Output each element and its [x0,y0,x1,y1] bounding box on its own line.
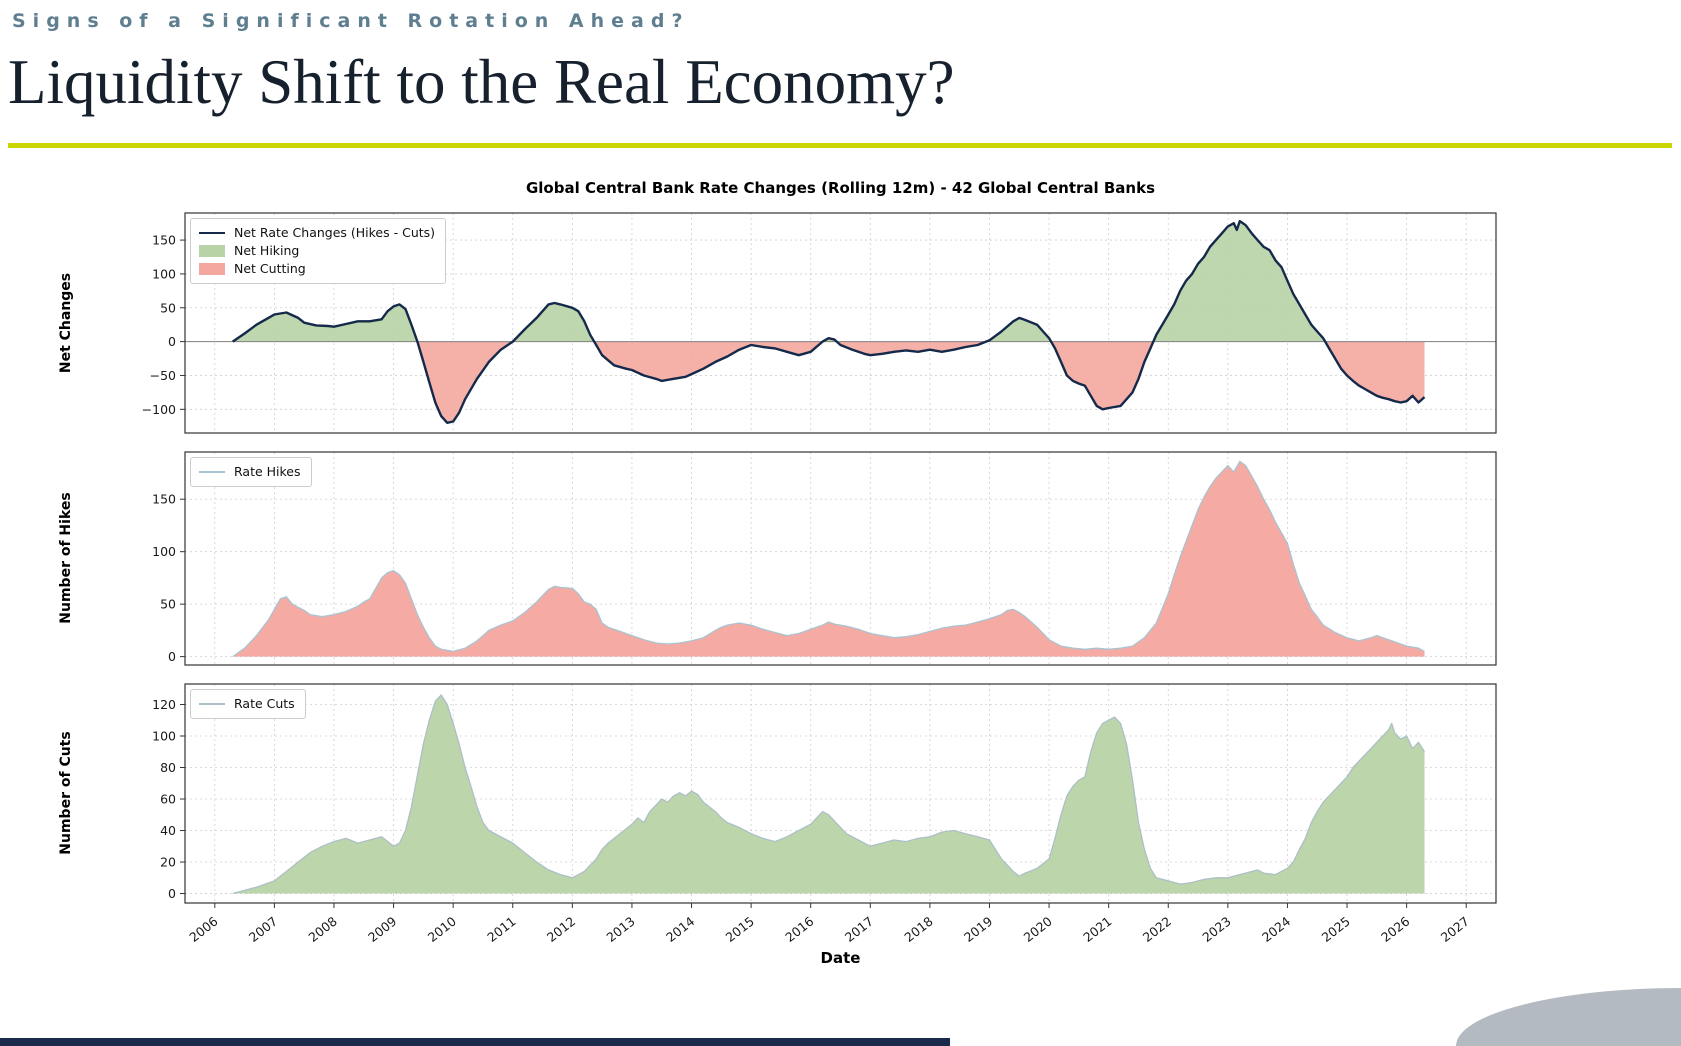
y-tick-label: 20 [160,855,176,870]
x-tick-label: 2008 [306,914,340,945]
legend-label: Net Rate Changes (Hikes - Cuts) [234,225,436,240]
y-tick-label: −50 [150,368,176,383]
footer-accent-bar [0,1038,950,1046]
panel-border [184,451,1497,666]
x-tick-label: 2012 [544,914,578,945]
legend-rate-hikes: Rate Hikes [190,457,312,487]
legend-patch-swatch [199,263,225,275]
x-tick-label: 2016 [782,914,816,945]
x-tick-label: 2017 [842,914,876,945]
x-tick-label: 2014 [663,914,697,945]
x-tick-label: 2019 [961,914,995,945]
rate-hikes-line [232,460,1425,658]
y-tick-label: 60 [160,792,176,807]
y-tick-label: 100 [152,266,176,281]
legend-label: Rate Cuts [234,696,295,711]
x-tick-label: 2011 [484,914,518,945]
x-tick-label: 2010 [425,914,459,945]
x-tick-label: 2021 [1080,914,1114,945]
legend-item: Net Hiking [199,242,435,260]
eyebrow-heading: Signs of a Significant Rotation Ahead? [12,10,690,32]
legend-item: Net Rate Changes (Hikes - Cuts) [199,224,435,242]
y-tick-label: −100 [142,402,176,417]
rate-hikes-area [232,461,1425,657]
y-tick-label: 50 [160,300,176,315]
rate-cuts-line [232,694,1426,895]
legend-label: Rate Hikes [234,464,301,479]
x-tick-label: 2009 [365,914,399,945]
x-tick-label: 2026 [1378,914,1412,945]
x-tick-label: 2006 [186,914,220,945]
legend-line-swatch [199,232,225,234]
legend-item: Rate Hikes [199,463,301,481]
y-tick-label: 150 [152,492,176,507]
y-tick-label: 150 [152,233,176,248]
accent-divider [8,143,1672,148]
legend-item: Rate Cuts [199,695,295,713]
panel-border [184,212,1497,434]
net-rate-changes-line [232,219,1426,424]
footer-swoosh-graphic [1456,988,1681,1046]
x-tick-label: 2007 [246,914,280,945]
x-tick-label: 2013 [603,914,637,945]
x-tick-label: 2027 [1438,914,1472,945]
x-tick-label: 2018 [901,914,935,945]
legend-label: Net Cutting [234,261,306,276]
legend-patch-swatch [199,245,225,257]
x-tick-label: 2025 [1319,914,1353,945]
legend-line-swatch [199,703,225,705]
rate-cuts-area [232,695,1425,894]
y-tick-label: 100 [152,544,176,559]
legend-net-changes: Net Rate Changes (Hikes - Cuts) Net Hikin… [190,218,447,284]
y-tick-label: 0 [168,886,176,901]
x-tick-label: 2023 [1199,914,1233,945]
y-tick-label: 50 [160,597,176,612]
y-tick-label: 100 [152,728,176,743]
y-tick-label: 80 [160,760,176,775]
panel-border [184,683,1497,904]
x-axis-label: Date [820,949,861,967]
y-tick-label: 40 [160,823,176,838]
legend-rate-cuts: Rate Cuts [190,689,306,719]
legend-label: Net Hiking [234,243,300,258]
x-tick-label: 2022 [1140,914,1174,945]
legend-line-swatch [199,471,225,473]
y-tick-label: 0 [168,334,176,349]
chart-title: Global Central Bank Rate Changes (Rollin… [525,179,1156,197]
x-tick-label: 2015 [723,914,757,945]
y-tick-label: 0 [168,649,176,664]
charts-figure: 150100500−50−100150100500120100806040200… [142,212,1497,945]
x-tick-label: 2024 [1259,914,1293,945]
net-cutting-area [417,341,1425,423]
legend-item: Net Cutting [199,260,435,278]
x-tick-label: 2020 [1021,914,1055,945]
y-tick-label: 120 [152,697,176,712]
page-title: Liquidity Shift to the Real Economy? [8,47,955,117]
